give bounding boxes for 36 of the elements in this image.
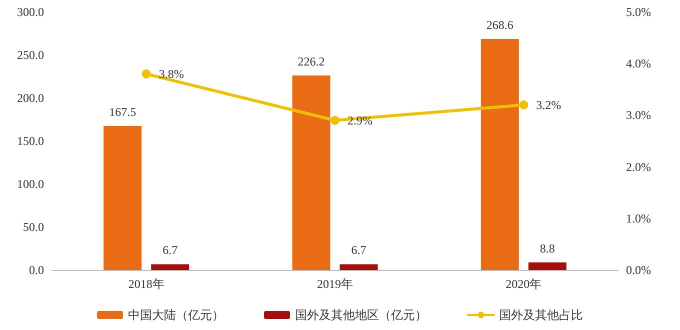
bar <box>480 39 519 270</box>
data-label: 6.7 <box>162 243 178 258</box>
point <box>519 100 528 110</box>
bar <box>528 262 566 270</box>
data-label: 3.8% <box>158 66 184 81</box>
data-label: 268.6 <box>486 18 514 32</box>
y-tick-label: 0.0 <box>29 263 44 277</box>
legend-label: 国外及其他地区（亿元） <box>295 308 427 322</box>
y2-tick-label: 1.0% <box>626 211 651 226</box>
y-tick-label: 100.0 <box>17 177 44 191</box>
data-label: 167.5 <box>109 104 136 119</box>
x-tick-label: 2019年 <box>317 277 353 291</box>
y-tick-label: 300.0 <box>17 5 44 19</box>
data-label: 226.2 <box>298 54 325 68</box>
data-label: 6.7 <box>351 243 366 258</box>
y2-tick-label: 3.0% <box>626 108 651 122</box>
point <box>142 69 151 78</box>
y2-tick-label: 5.0% <box>626 5 651 19</box>
data-label: 3.2% <box>536 98 562 112</box>
bar <box>340 264 378 270</box>
legend-label: 国外及其他占比 <box>499 308 583 322</box>
y2-tick-label: 2.0% <box>626 160 651 174</box>
bar <box>151 264 190 270</box>
y-tick-label: 250.0 <box>17 48 44 62</box>
y-tick-label: 200.0 <box>17 91 44 105</box>
y2-tick-label: 4.0% <box>626 56 651 71</box>
y-tick-label: 150.0 <box>17 134 44 148</box>
x-tick-label: 2020年 <box>506 277 542 291</box>
legend-label: 中国大陆（亿元） <box>128 308 224 322</box>
y-tick-label: 50.0 <box>23 220 44 234</box>
bar <box>292 75 330 270</box>
x-tick-label: 2018年 <box>128 277 164 291</box>
bar <box>104 126 142 270</box>
data-label: 8.8 <box>540 241 555 256</box>
y2-tick-label: 0.0% <box>626 263 651 277</box>
point <box>330 116 340 125</box>
